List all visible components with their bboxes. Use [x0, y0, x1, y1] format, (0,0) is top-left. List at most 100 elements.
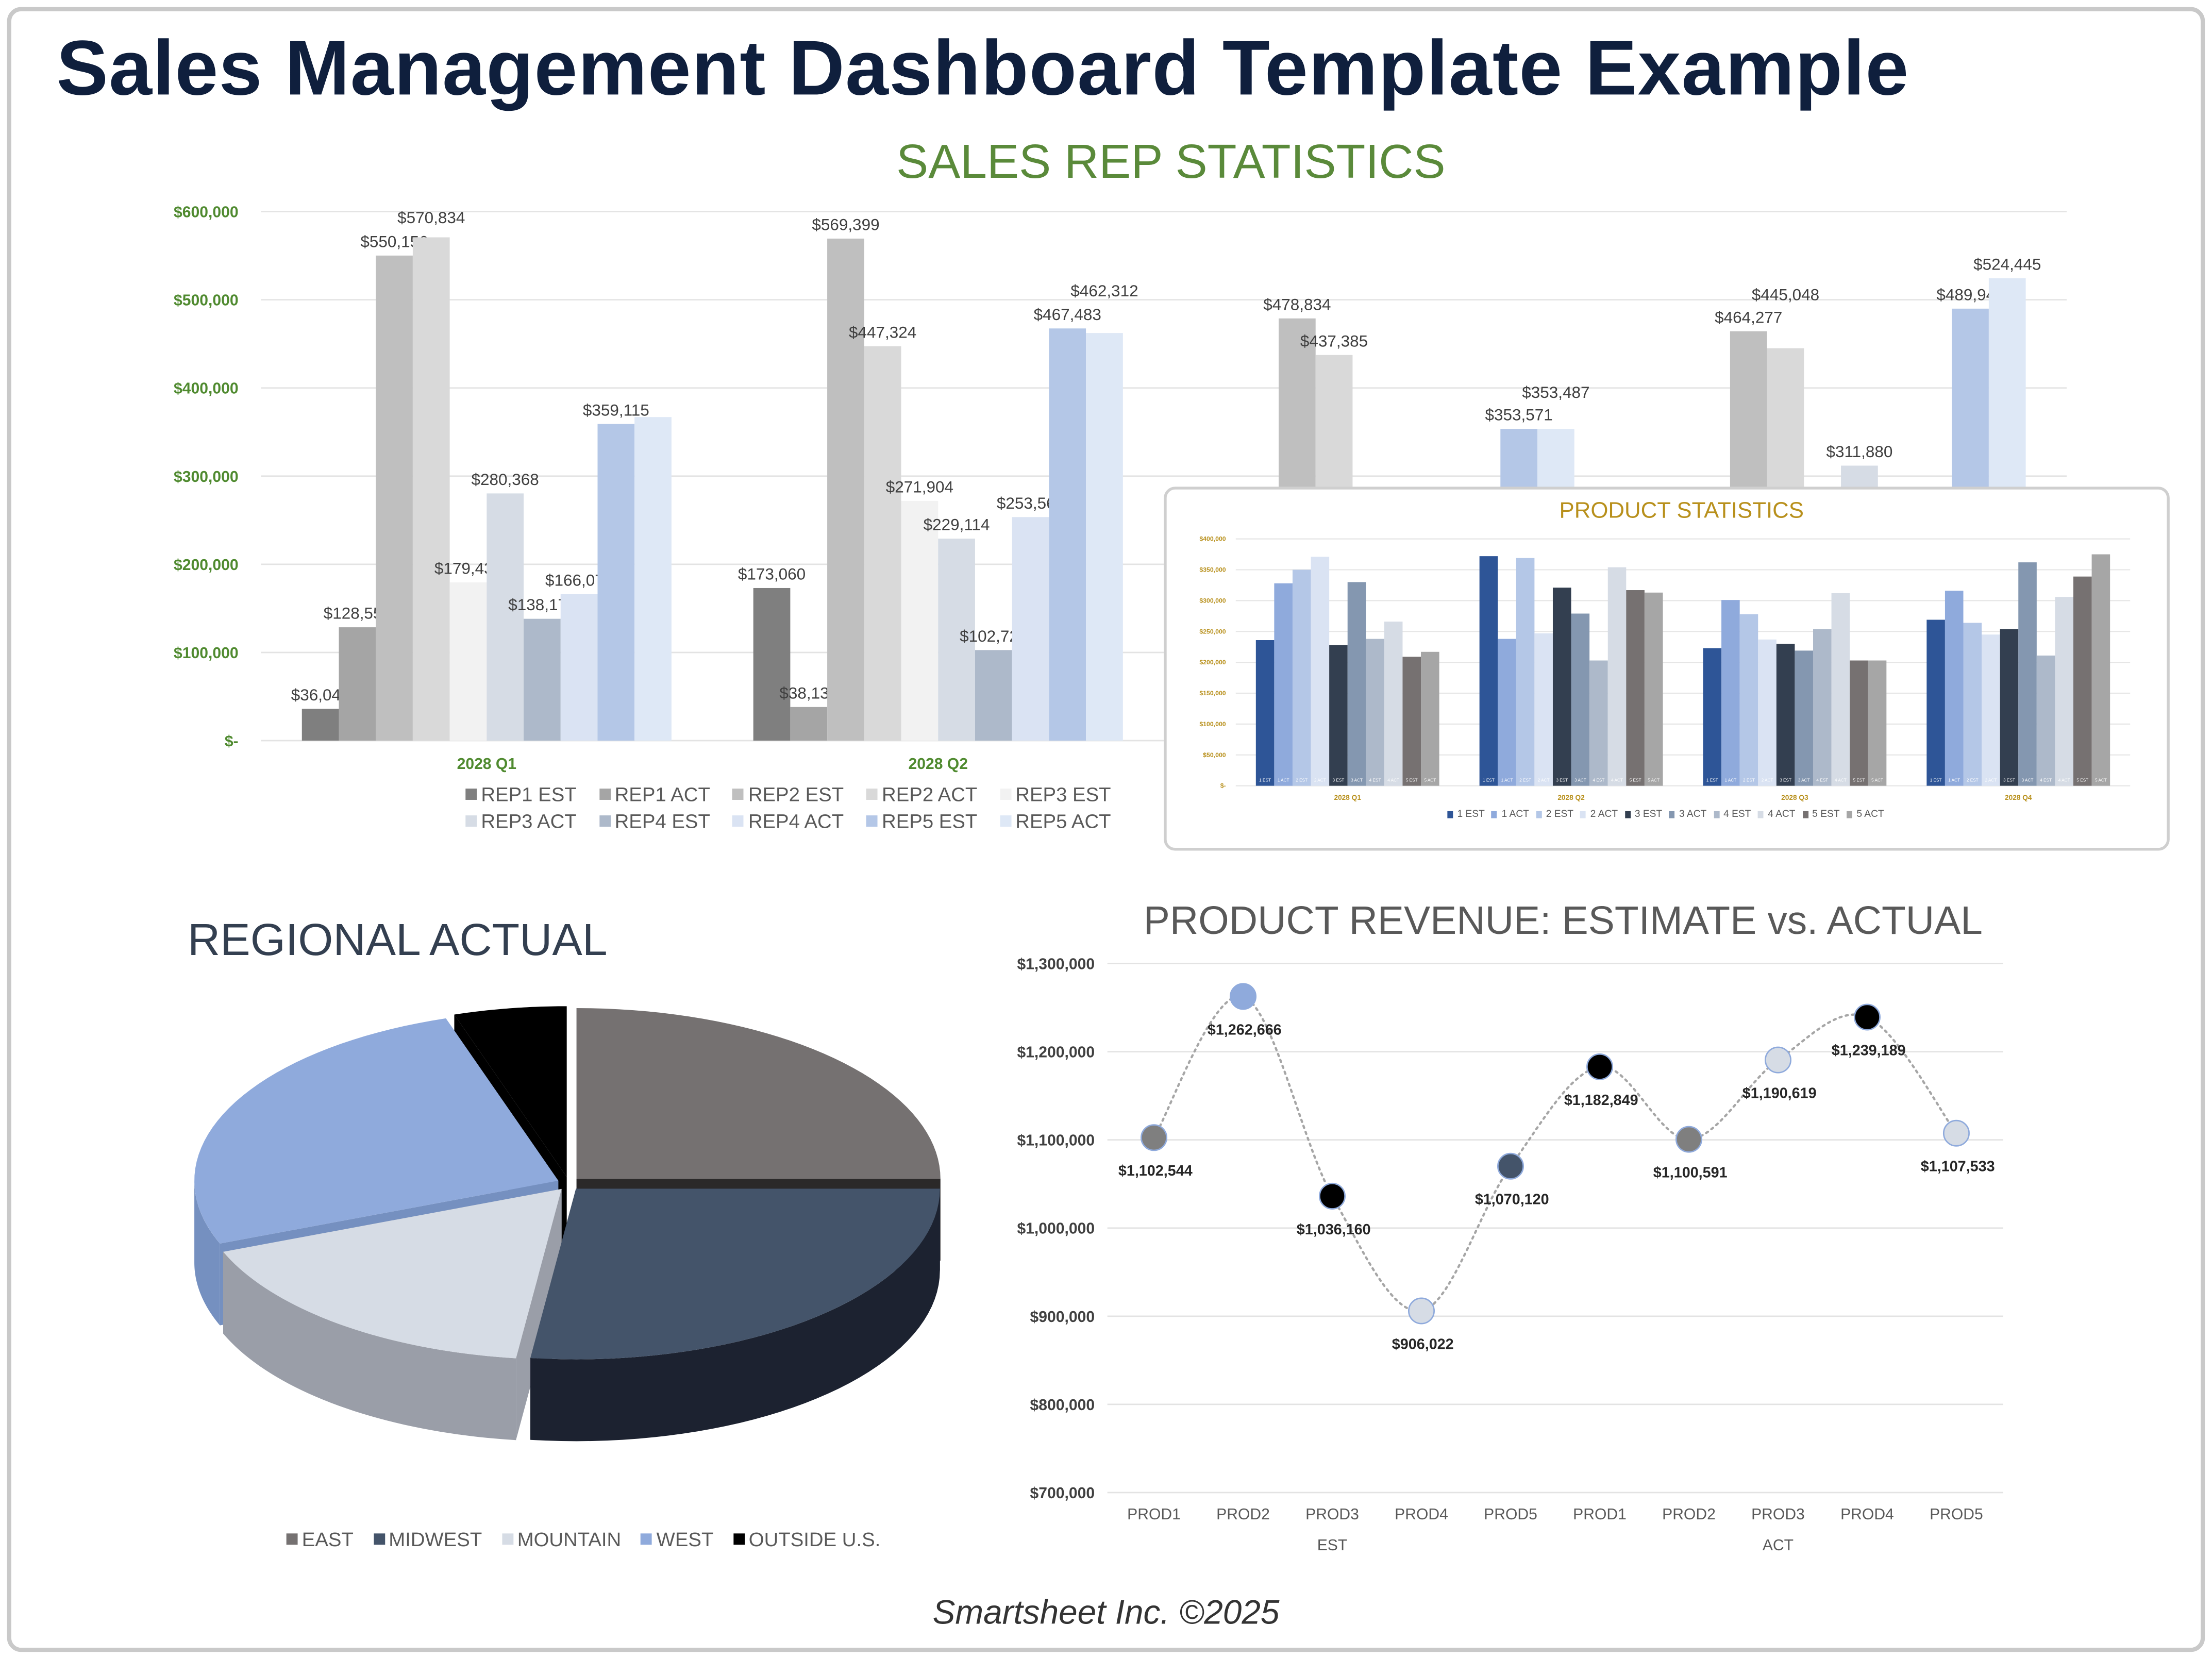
legend-label: REP2 EST	[748, 783, 844, 806]
bar-inner-label: 1 ACT	[1278, 778, 1289, 782]
bar	[1366, 639, 1384, 786]
data-label: $467,483	[1034, 306, 1101, 324]
legend-item: 5 ACT	[1847, 810, 1884, 819]
x-tick-label: 2028 Q1	[1334, 794, 1361, 801]
bar	[827, 238, 864, 741]
legend-label: REP4 ACT	[748, 810, 844, 832]
data-label: $311,880	[1826, 443, 1892, 461]
pie-slice	[530, 1188, 940, 1360]
bar-inner-label: 5 ACT	[1648, 778, 1660, 782]
product-statistics-title: PRODUCT STATISTICS	[1559, 499, 1804, 524]
legend-item: 3 EST	[1624, 810, 1663, 820]
bar	[2018, 562, 2037, 786]
bar-inner-label: 3 EST	[1556, 778, 1568, 782]
bar-inner-label: 5 ACT	[1871, 778, 1883, 782]
bar	[560, 594, 598, 741]
bar	[2055, 597, 2073, 786]
legend-swatch	[286, 1533, 298, 1545]
bar-inner-label: 4 EST	[1369, 778, 1381, 782]
bar	[2091, 554, 2110, 786]
bar	[339, 627, 376, 741]
bar-inner-label: 3 ACT	[1798, 778, 1810, 782]
x-tick-label: PROD5	[1930, 1506, 1983, 1523]
sales-rep-title: SALES REP STATISTICS	[896, 135, 1446, 189]
bar	[1086, 333, 1123, 741]
y-tick-label: $700,000	[1030, 1485, 1095, 1502]
bar-inner-label: 4 ACT	[2058, 778, 2070, 782]
y-tick-label: $1,100,000	[1017, 1132, 1095, 1149]
bar	[1982, 634, 2000, 786]
y-tick-label: $-	[1220, 782, 1226, 790]
data-point	[1497, 1152, 1524, 1180]
data-label: $1,107,533	[1921, 1159, 1995, 1175]
legend-item: REP1 ACT	[599, 783, 710, 806]
bar-inner-label: 3 EST	[1780, 778, 1791, 782]
y-tick-label: $250,000	[1199, 628, 1226, 635]
bar	[1479, 556, 1498, 786]
legend-label: EAST	[301, 1528, 354, 1551]
product-revenue-title: PRODUCT REVENUE: ESTIMATE vs. ACTUAL	[1143, 898, 1983, 943]
y-tick-label: $1,200,000	[1017, 1044, 1095, 1061]
bar	[901, 500, 939, 741]
bar	[1402, 657, 1421, 786]
bar	[1813, 629, 1832, 786]
bar	[1329, 645, 1348, 786]
data-label: $271,904	[886, 478, 953, 496]
legend-label: 3 ACT	[1679, 810, 1707, 820]
legend-item: EAST	[286, 1528, 354, 1551]
data-label: $229,114	[924, 516, 990, 534]
legend-item: REP5 ACT	[1000, 810, 1111, 832]
bar	[301, 709, 339, 741]
bar	[1534, 633, 1553, 786]
x-tick-label: PROD3	[1305, 1506, 1359, 1523]
bar-inner-label: 1 ACT	[1501, 778, 1513, 782]
legend-swatch	[866, 815, 878, 827]
data-point	[1853, 1003, 1881, 1031]
data-point	[1319, 1182, 1346, 1210]
bar	[597, 424, 635, 741]
data-label: $1,070,120	[1475, 1192, 1549, 1208]
bar	[1274, 583, 1293, 786]
x-tick-label: PROD2	[1216, 1506, 1270, 1523]
x-tick-label: PROD4	[1395, 1506, 1448, 1523]
bar	[1703, 648, 1722, 786]
bar	[1626, 590, 1645, 786]
y-tick-label: $100,000	[1199, 721, 1226, 728]
bar-inner-label: 3 EST	[1333, 778, 1345, 782]
legend-swatch	[1447, 811, 1453, 818]
legend-label: REP5 EST	[882, 810, 978, 832]
bar	[1516, 558, 1535, 786]
data-label: $524,445	[1973, 255, 2041, 273]
y-tick-label: $300,000	[1199, 597, 1226, 604]
bar	[790, 707, 828, 741]
legend-label: OUTSIDE U.S.	[748, 1528, 881, 1551]
data-label: $1,036,160	[1297, 1221, 1371, 1238]
legend-item: REP3 ACT	[465, 810, 577, 832]
legend-swatch	[501, 1533, 513, 1545]
bar-inner-label: 2 EST	[1743, 778, 1755, 782]
legend-label: REP4 EST	[614, 810, 710, 832]
regional-title: REGIONAL ACTUAL	[188, 914, 608, 965]
bar-inner-label: 5 ACT	[2095, 778, 2107, 782]
bar-inner-label: 4 ACT	[1611, 778, 1623, 782]
legend-label: REP2 ACT	[882, 783, 978, 806]
bar-inner-label: 1 EST	[1483, 778, 1495, 782]
legend-item: WEST	[641, 1528, 713, 1550]
pie-slice	[194, 1018, 559, 1244]
legend-label: 3 EST	[1634, 810, 1663, 820]
bar-inner-label: 5 ACT	[1424, 778, 1436, 782]
bar-inner-label: 3 ACT	[1351, 778, 1363, 782]
legend-swatch	[733, 1533, 745, 1545]
y-tick-label: $500,000	[174, 292, 239, 309]
legend-label: 1 EST	[1457, 810, 1485, 820]
legend-swatch	[1492, 811, 1498, 818]
data-point	[1407, 1297, 1435, 1325]
y-tick-label: $800,000	[1030, 1397, 1095, 1414]
bar-inner-label: 5 EST	[1853, 778, 1865, 782]
bar-inner-label: 3 ACT	[2022, 778, 2034, 782]
legend-item: 4 EST	[1713, 810, 1751, 819]
legend-label: REP3 EST	[1015, 783, 1111, 806]
data-point	[1942, 1119, 1970, 1147]
